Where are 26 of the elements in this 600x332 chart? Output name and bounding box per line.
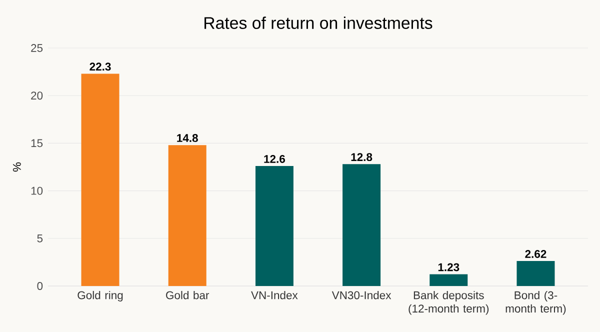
data-label: 2.62	[525, 250, 546, 258]
bar	[342, 164, 381, 286]
y-tick-label: 20	[31, 92, 43, 100]
y-axis-title: %	[13, 162, 21, 172]
data-label: 1.23	[438, 263, 460, 272]
x-tick-label: Bond (3-month term)	[506, 290, 566, 315]
y-tick-label: 25	[31, 44, 43, 52]
bar	[255, 166, 294, 286]
x-tick-label: Gold ring	[78, 290, 123, 302]
y-tick-label: 5	[37, 234, 43, 242]
data-label: 14.8	[177, 134, 198, 142]
data-label: 12.6	[264, 155, 285, 163]
x-tick-label: VN30-Index	[332, 290, 392, 300]
y-tick-label: 10	[31, 186, 43, 195]
bar	[430, 274, 468, 286]
bar	[516, 261, 555, 286]
x-tick-label: Bank deposits (12-month term)	[408, 290, 489, 315]
data-label: 12.8	[351, 153, 372, 162]
x-tick-label: Gold bar	[166, 290, 210, 300]
y-tick-label: 15	[31, 139, 43, 148]
chart-title: Rates of return on investments	[204, 16, 432, 29]
bar	[168, 145, 206, 286]
data-label: 22.3	[90, 62, 111, 71]
x-tick-label: VN-Index	[251, 290, 298, 300]
bar	[81, 74, 120, 286]
y-tick-label: 0	[37, 282, 43, 290]
